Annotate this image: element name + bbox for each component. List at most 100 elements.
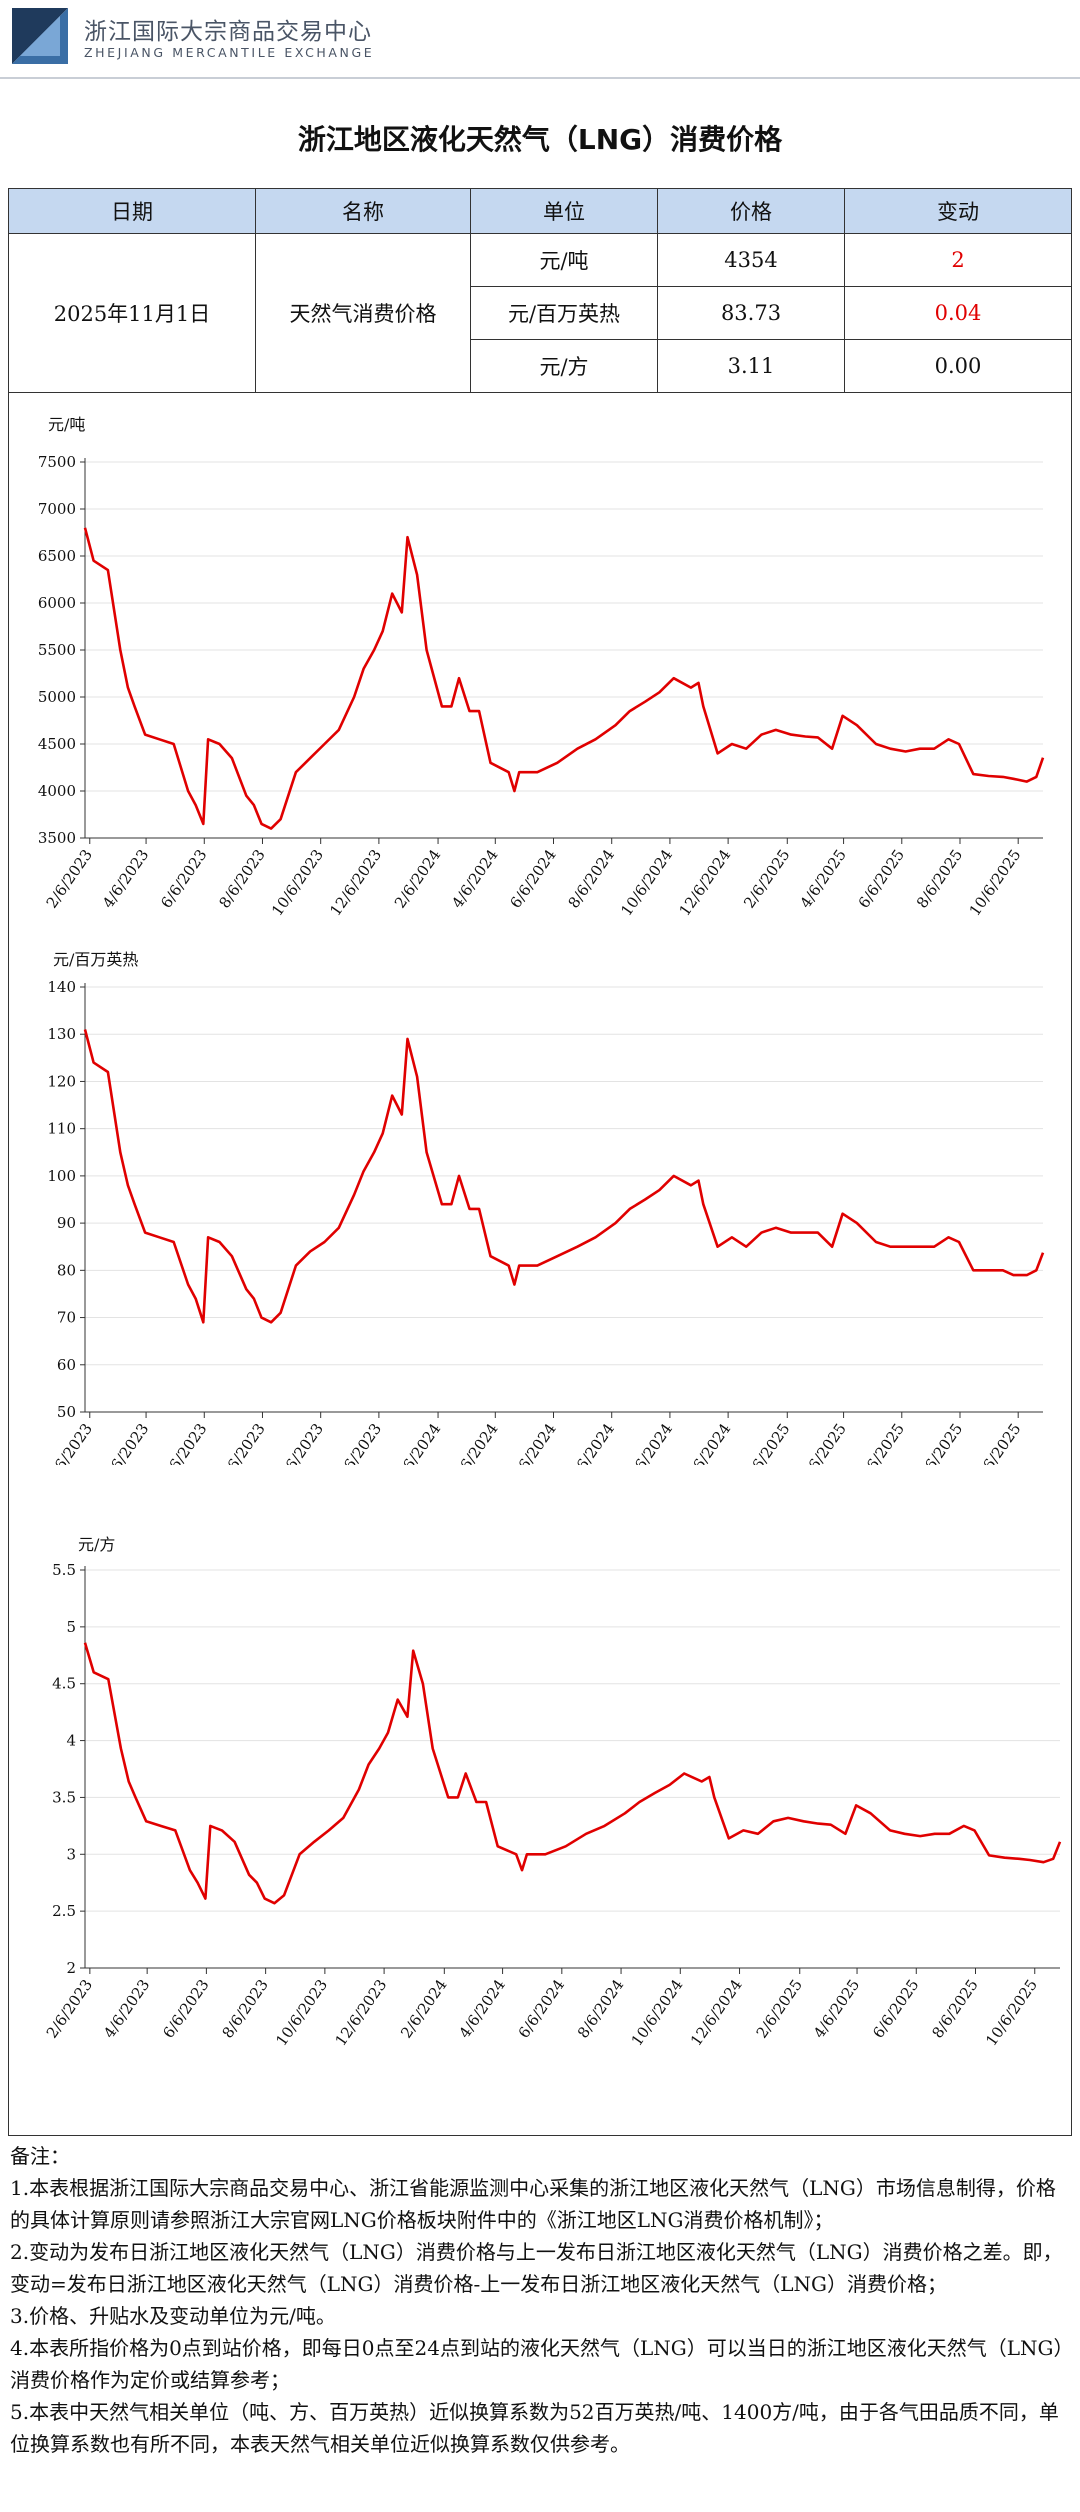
y-axis-label: 元/百万英热: [53, 950, 138, 969]
y-tick-label: 4.5: [52, 1675, 76, 1693]
notes-heading: 备注：: [10, 2144, 70, 2168]
x-tick-label: 8/6/2024: [565, 846, 618, 912]
y-tick-label: 3500: [38, 829, 76, 847]
note-item: 2.变动为发布日浙江地区液化天然气（LNG）消费价格与上一发布日浙江地区液化天然…: [10, 2240, 1063, 2296]
y-axis-label: 元/吨: [48, 415, 85, 434]
table-row: 元/方 3.11 0.00: [9, 339, 1072, 393]
y-tick-label: 5500: [38, 641, 76, 659]
notes: 备注： 1.本表根据浙江国际大宗商品交易中心、浙江省能源监测中心采集的浙江地区液…: [10, 2140, 1072, 2460]
header-date: 日期: [8, 188, 256, 234]
x-tick-label: 2/6/2024: [391, 846, 444, 912]
y-tick-label: 140: [47, 978, 76, 996]
cell-unit: 元/百万英热: [470, 286, 658, 340]
cell-unit: 元/吨: [470, 233, 658, 287]
cell-change: 0.04: [844, 286, 1072, 340]
x-tick-label: 2/6/2025: [740, 1420, 793, 1465]
x-tick-label: 4/6/2025: [796, 1420, 849, 1465]
table-row: 2025年11月1日 天然气消费价格 元/吨 4354 2: [8, 233, 1072, 393]
x-tick-label: 12/6/2024: [676, 846, 735, 919]
x-tick-label: 6/6/2025: [855, 1420, 908, 1465]
x-tick-label: 12/6/2023: [326, 1420, 385, 1465]
y-tick-label: 50: [57, 1403, 76, 1421]
note-item: 4.本表所指价格为0点到站价格，即每日0点至24点到站的液化天然气（LNG）可以…: [10, 2336, 1064, 2392]
y-tick-label: 7500: [38, 453, 76, 471]
x-tick-label: 4/6/2024: [448, 846, 501, 912]
y-tick-label: 2: [66, 1959, 76, 1977]
series-line: [83, 1642, 1062, 1905]
y-tick-label: 90: [57, 1214, 76, 1232]
x-tick-label: 4/6/2025: [810, 1976, 863, 2042]
cell-unit: 元/方: [470, 339, 658, 393]
y-tick-label: 6500: [38, 547, 76, 565]
x-tick-label: 8/6/2025: [913, 846, 966, 912]
x-tick-label: 2/6/2025: [753, 1976, 806, 2042]
y-tick-label: 4000: [38, 782, 76, 800]
x-tick-label: 6/6/2025: [869, 1976, 922, 2042]
x-tick-label: 10/6/2024: [628, 1976, 687, 2049]
x-tick-label: 2/6/2023: [43, 1420, 96, 1465]
cell-date: 2025年11月1日: [8, 233, 256, 393]
org-name-en: ZHEJIANG MERCANTILE EXCHANGE: [84, 45, 375, 60]
price-table: 日期 名称 单位 价格 变动 2025年11月1日 天然气消费价格 元/吨 43…: [8, 188, 1072, 393]
header-divider: [0, 77, 1080, 79]
x-tick-label: 6/6/2023: [159, 1976, 212, 2042]
x-tick-label: 6/6/2023: [157, 1420, 210, 1465]
x-tick-label: 10/6/2024: [617, 1420, 676, 1465]
x-tick-label: 2/6/2023: [43, 1976, 96, 2042]
x-tick-label: 6/6/2025: [855, 846, 908, 912]
header-unit: 单位: [470, 188, 658, 234]
x-tick-label: 10/6/2025: [966, 1420, 1025, 1465]
cell-change: 2: [844, 233, 1072, 287]
y-axis-label: 元/方: [78, 1535, 115, 1554]
x-tick-label: 8/6/2024: [565, 1420, 618, 1465]
x-tick-label: 8/6/2025: [928, 1976, 981, 2042]
x-tick-label: 10/6/2023: [268, 1420, 327, 1465]
x-tick-label: 8/6/2024: [574, 1976, 627, 2042]
note-item: 1.本表根据浙江国际大宗商品交易中心、浙江省能源监测中心采集的浙江地区液化天然气…: [10, 2176, 1056, 2232]
y-tick-label: 120: [47, 1072, 76, 1090]
cell-price: 83.73: [657, 286, 845, 340]
y-tick-label: 80: [57, 1261, 76, 1279]
y-tick-label: 5.5: [52, 1561, 76, 1579]
y-tick-label: 2.5: [52, 1902, 76, 1920]
x-tick-label: 4/6/2025: [796, 846, 849, 912]
chart-price-per-ton: 元/吨 3500 4000 4500 5000 5500 6000 6500 7000 7500 2…: [38, 415, 1045, 919]
y-tick-label: 4: [66, 1732, 76, 1750]
page-title: 浙江地区液化天然气（LNG）消费价格: [297, 123, 783, 156]
x-tick-label: 12/6/2024: [687, 1976, 746, 2049]
x-tick-label: 12/6/2023: [326, 846, 385, 919]
y-tick-label: 100: [47, 1167, 76, 1185]
x-tick-label: 4/6/2023: [100, 1976, 153, 2042]
x-tick-label: 12/6/2024: [676, 1420, 735, 1465]
x-tick-label: 4/6/2024: [455, 1976, 508, 2042]
x-tick-label: 4/6/2023: [99, 1420, 152, 1465]
zme-logo-icon: [12, 8, 68, 64]
cell-price: 3.11: [657, 339, 845, 393]
y-tick-label: 130: [47, 1025, 76, 1043]
x-tick-label: 8/6/2023: [219, 1976, 272, 2042]
x-tick-label: 4/6/2023: [99, 846, 152, 912]
x-tick-label: 2/6/2024: [391, 1420, 444, 1465]
x-tick-label: 2/6/2023: [43, 846, 96, 912]
note-item: 5.本表中天然气相关单位（吨、方、百万英热）近似换算系数为52百万英热/吨、14…: [10, 2400, 1059, 2456]
x-tick-label: 12/6/2023: [332, 1976, 391, 2049]
y-tick-label: 110: [47, 1120, 76, 1138]
cell-name: 天然气消费价格: [255, 233, 471, 393]
header-price: 价格: [657, 188, 845, 234]
x-tick-label: 8/6/2023: [215, 846, 268, 912]
header-change: 变动: [844, 188, 1072, 234]
header: 浙江国际大宗商品交易中心 ZHEJIANG MERCANTILE EXCHANG…: [0, 0, 1080, 72]
table-header-row: 日期 名称 单位 价格 变动: [8, 188, 1072, 234]
x-tick-label: 6/6/2023: [157, 846, 210, 912]
x-tick-label: 8/6/2023: [215, 1420, 268, 1465]
note-item: 3.价格、升贴水及变动单位为元/吨。: [10, 2304, 336, 2328]
x-tick-label: 10/6/2025: [966, 846, 1025, 919]
x-tick-label: 2/6/2025: [740, 846, 793, 912]
y-tick-label: 5: [66, 1618, 76, 1636]
series-line: [83, 1029, 1045, 1324]
x-tick-label: 6/6/2024: [506, 1420, 559, 1465]
y-tick-label: 3.5: [52, 1788, 76, 1806]
cell-price: 4354: [657, 233, 845, 287]
chart-price-per-cubic-meter: 元/方22.533.544.555.52/6/2023 4/6/2023 6/6/2…: [43, 1535, 1062, 2049]
